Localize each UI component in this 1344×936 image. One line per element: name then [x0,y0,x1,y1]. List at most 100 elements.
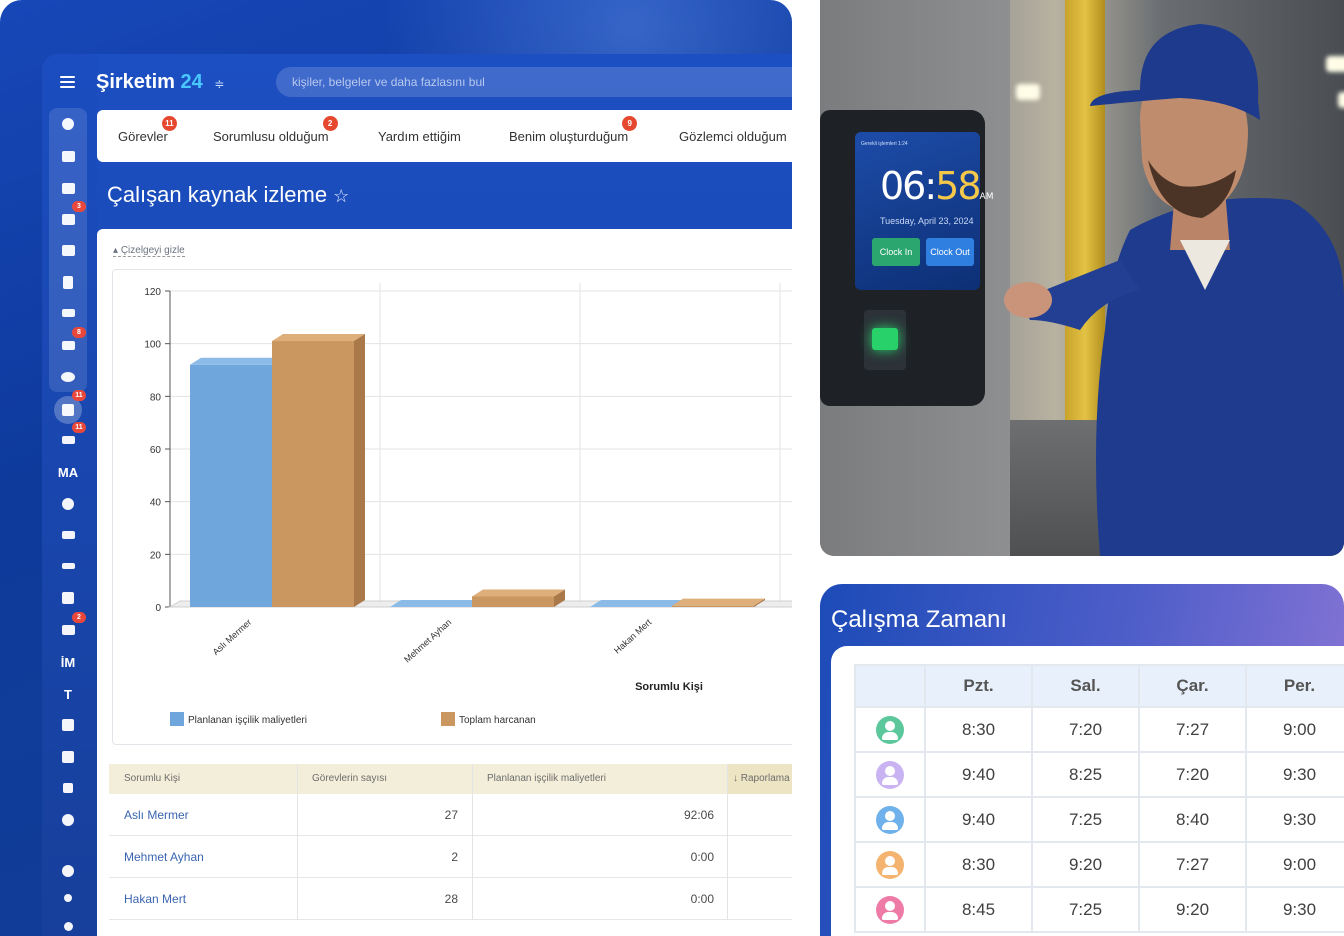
brand-logo[interactable]: Şirketim 24 ≑ [96,71,224,94]
sidebar-badge: 3 [72,201,86,212]
tab-label: Yardım ettiğim [378,129,461,144]
column-divider [297,764,298,920]
sidebar-item-feed[interactable] [56,112,80,136]
sidebar-item-contacts[interactable]: 3 [56,201,86,231]
sidebar-item-robots[interactable]: 2 [56,612,86,642]
sidebar-item-chat[interactable] [56,176,80,200]
tab-observer[interactable]: Gözlemci olduğum [679,129,787,144]
sidebar-item-documents[interactable] [56,270,80,294]
sidebar-item-inventory[interactable] [56,586,80,610]
worker-cap [1090,24,1260,120]
sidebar-item-t[interactable]: T [56,682,80,706]
sidebar-item-sign[interactable] [56,554,80,578]
sidebar-item-marketing[interactable]: MA [56,460,80,484]
x-axis-title: Sorumlu Kişi [635,681,703,693]
search-input[interactable]: kişiler, belgeler ve daha fazlasını bul [276,67,792,97]
sidebar-item-shop[interactable] [56,523,80,547]
row-person-link[interactable]: Mehmet Ayhan [124,850,204,864]
sidebar-item-employees[interactable] [56,365,80,389]
time-cell: 7:27 [1138,841,1247,888]
col-header-reporting[interactable]: ↓ Raporlama [727,764,792,794]
worker-figure [1004,24,1344,556]
column-divider [472,764,473,920]
time-cell: 8:25 [1031,751,1140,798]
tab-responsible[interactable]: Sorumlusu olduğum 2 [213,116,338,144]
y-tick-label: 0 [155,603,161,614]
row-task-count: 2 [451,850,458,864]
row-planned-cost: 0:00 [690,892,714,906]
sidebar-item-settings[interactable] [56,914,80,936]
bar-side [354,334,365,607]
day-header: Pzt. [924,664,1033,708]
sidebar-item-im[interactable]: İM [56,650,80,674]
avatar-cell [854,751,926,798]
chat-icon [61,182,75,194]
user-avatar-icon [876,760,904,789]
sitemap-icon [64,894,72,902]
sidebar-item-mail[interactable]: 8 [56,327,86,357]
task-check-icon [62,404,74,416]
tab-tasks[interactable]: Görevler 11 [118,116,177,144]
bar-chart-icon [63,783,73,793]
y-tick-label: 60 [150,445,162,456]
bar-top [672,598,765,606]
tab-created[interactable]: Benim oluşturduğum 9 [509,116,638,144]
row-planned-cost: 92:06 [683,808,714,822]
sidebar-item-drive[interactable] [56,301,80,325]
legend-label: Toplam harcanan [459,715,536,726]
menu-icon[interactable] [60,76,75,88]
sidebar-item-goals[interactable] [56,492,80,516]
crm-app-window: 3 8 11 11 MA 2 İM T [42,54,792,936]
sidebar-item-structure[interactable] [56,886,80,910]
col-header-person[interactable]: Sorumlu Kişi [124,773,181,784]
clock-out-button[interactable]: Clock Out [926,238,974,266]
legend-swatch [170,712,184,726]
worker-hand [1004,282,1052,318]
row-person-link[interactable]: Aslı Mermer [124,808,189,822]
hide-chart-link[interactable]: ▴ Çizelgeyi gizle [113,245,185,257]
star-icon[interactable]: ☆ [333,186,350,206]
bar [472,596,554,607]
sidebar-item-calendar[interactable] [56,238,80,262]
cart-icon [61,531,75,539]
timesheet-row: 8:30 7:20 7:27 9:00 [854,706,1344,753]
calendar-icon [61,244,75,256]
chevron-down-icon [62,814,74,826]
tab-label: Gözlemci olduğum [679,129,787,144]
sidebar-item-tasks-list[interactable] [56,144,80,168]
bar-top [472,589,565,597]
sidebar-item-company[interactable] [56,713,80,737]
y-tick-label: 100 [144,340,161,351]
row-person-link[interactable]: Hakan Mert [124,892,187,906]
time-cell: 9:40 [924,751,1033,798]
sidebar-item-help[interactable] [56,859,80,883]
col-header-planned-cost[interactable]: Planlanan işçilik maliyetleri [487,773,606,784]
time-cell: 7:25 [1031,796,1140,843]
timesheet-title: Çalışma Zamanı [831,606,1008,633]
building-icon [62,719,74,731]
sidebar-item-more[interactable] [56,808,80,832]
sidebar-item-forms[interactable] [56,745,80,769]
time-cell: 9:00 [1245,706,1344,753]
table-row: Mehmet Ayhan 2 0:00 [109,836,792,878]
sidebar-badge: 11 [72,422,86,433]
row-task-count: 27 [444,808,458,822]
sidebar-item-analytics[interactable] [56,776,80,800]
contact-card-icon [61,213,75,225]
clock-in-button[interactable]: Clock In [872,238,920,266]
avatar-cell [854,841,926,888]
table-row: Aslı Mermer 27 92:06 [109,794,792,836]
toggle-icon[interactable]: ≑ [214,77,225,91]
gear-icon [63,921,73,931]
users-icon [61,372,75,382]
task-tabs: Görevler 11 Sorumlusu olduğum 2 Yardım ett… [97,110,792,162]
sidebar-item-filters[interactable]: 11 [56,422,86,452]
user-avatar-icon [876,895,904,924]
y-tick-label: 120 [144,287,161,298]
ceiling-light [1326,56,1344,72]
worker-head [1140,68,1248,215]
tab-assisting[interactable]: Yardım ettiğim [378,129,461,144]
report-content: ▴ Çizelgeyi gizle 0 20 40 60 80 100 120 Aslı Me… [97,229,792,936]
col-header-task-count[interactable]: Görevlerin sayısı [312,773,388,784]
sidebar-item-tasks[interactable]: 11 [54,390,86,424]
